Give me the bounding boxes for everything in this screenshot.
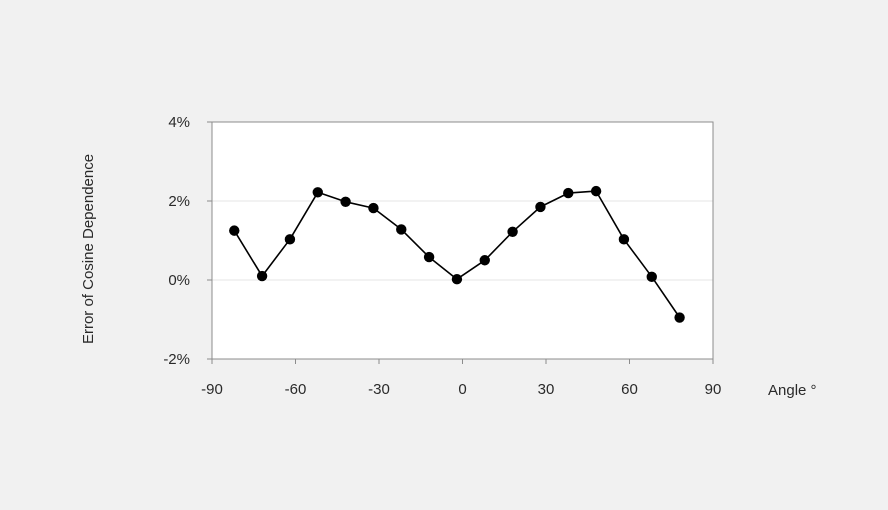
y-tick-label: 2%: [168, 193, 190, 210]
series: [229, 185, 685, 323]
data-point: [284, 234, 296, 245]
y-tick-label: 4%: [168, 114, 190, 131]
data-point: [312, 187, 323, 198]
data-point: [451, 274, 463, 285]
data-point: [396, 224, 407, 235]
data-point: [590, 185, 602, 197]
data-point: [674, 312, 685, 323]
x-axis-title: Angle °: [768, 382, 817, 399]
data-point: [618, 234, 630, 245]
plot-area: [212, 122, 713, 359]
data-point: [340, 196, 351, 207]
x-tick-label: -30: [368, 381, 390, 398]
data-point: [479, 255, 490, 266]
y-tick-labels: -2% 0% 2% 4%: [163, 114, 190, 368]
data-point: [368, 202, 379, 214]
y-tick-label: 0%: [168, 272, 190, 289]
x-tick-label: 0: [458, 381, 466, 398]
x-tick-label: 60: [621, 381, 638, 398]
y-tick-label: -2%: [163, 351, 190, 368]
x-tick-label: -90: [201, 381, 223, 398]
x-tick-label: -60: [285, 381, 307, 398]
x-tick-label: 90: [705, 381, 722, 398]
ticks: [207, 121, 714, 364]
data-point: [256, 270, 268, 282]
x-tick-labels: -90 -60 -30 0 30 60 90: [201, 381, 721, 398]
data-point: [535, 201, 546, 213]
x-tick-label: 30: [538, 381, 555, 398]
gridlines: [212, 200, 713, 281]
data-point: [423, 251, 435, 263]
data-point: [563, 187, 574, 199]
data-point: [507, 226, 518, 238]
y-axis-title: Error of Cosine Dependence: [80, 154, 97, 344]
data-point: [646, 271, 657, 283]
data-point: [229, 225, 240, 236]
